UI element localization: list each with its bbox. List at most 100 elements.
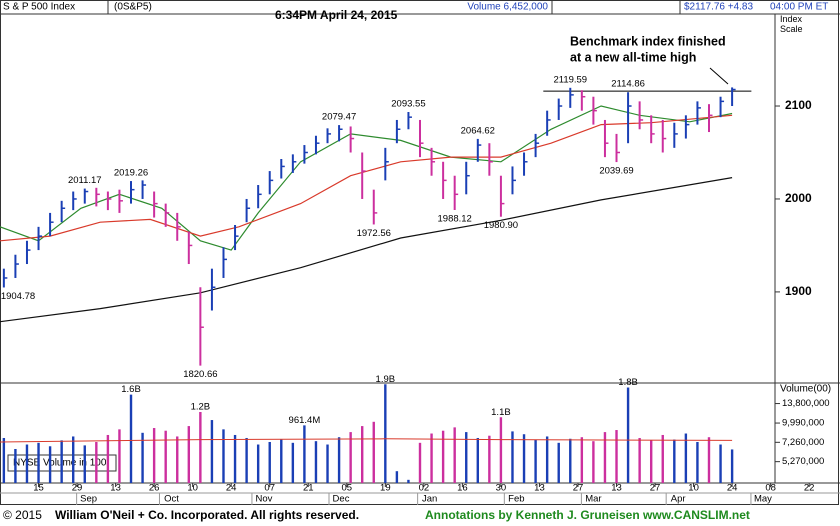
x-tick-label: 13	[110, 483, 121, 494]
volume-tick-label: 9,990,000	[782, 418, 824, 429]
volume-bar	[511, 431, 514, 483]
y-tick-label: 2000	[785, 191, 812, 205]
volume-bar	[37, 442, 40, 483]
x-tick-label: 21	[303, 483, 314, 494]
x-tick-label: 29	[72, 483, 83, 494]
moving-average	[0, 105, 733, 251]
price-header: $2117.76 +4.83	[684, 2, 753, 13]
volume-header: Volume 6,452,000	[467, 2, 548, 13]
volume-bar	[176, 436, 179, 483]
volume-label: 1.9B	[376, 374, 396, 385]
price-label: 2119.59	[553, 74, 587, 85]
price-label: 2039.69	[599, 166, 633, 177]
volume-bar	[152, 428, 156, 483]
volume-bar	[210, 420, 214, 483]
y-tick-label: 2100	[785, 98, 812, 112]
volume-bar	[569, 438, 572, 483]
volume-bar	[649, 440, 653, 483]
symbol: (0S&P5)	[114, 2, 152, 13]
x-tick-label: 27	[573, 483, 584, 494]
volume-bar	[615, 430, 618, 483]
month-label: Oct	[164, 494, 179, 505]
time-header: 04:00 PM ET	[770, 2, 828, 13]
volume-bar	[638, 437, 641, 483]
volume-bar	[499, 417, 503, 483]
volume-average	[0, 438, 733, 443]
x-tick-label: 10	[688, 483, 699, 494]
volume-bar	[661, 434, 664, 483]
company: William O'Neil + Co. Incorporated. All r…	[55, 508, 359, 522]
note-arrow	[709, 67, 729, 85]
volume-bar	[199, 411, 202, 483]
volume-bar	[337, 437, 341, 483]
x-tick-label: 22	[804, 483, 815, 494]
price-label: 1820.66	[183, 369, 217, 380]
moving-average	[0, 177, 733, 323]
volume-box-label: NYSE Volume in 100	[13, 458, 107, 469]
volume-bar	[580, 437, 584, 483]
month-label: Mar	[585, 494, 601, 505]
x-tick-label: 26	[149, 483, 160, 494]
volume-bar	[314, 441, 318, 483]
x-tick-label: 08	[765, 483, 776, 494]
volume-bar	[557, 442, 560, 483]
x-tick-label: 02	[419, 483, 430, 494]
volume-bar	[60, 440, 63, 483]
volume-bar	[2, 437, 6, 483]
price-label: 2019.26	[114, 168, 148, 179]
volume-bar	[418, 442, 422, 483]
month-label: Feb	[508, 494, 524, 505]
month-label: Jan	[422, 494, 437, 505]
price-label: 2011.17	[68, 175, 102, 186]
volume-bar	[187, 426, 191, 483]
x-tick-label: 30	[496, 483, 507, 494]
volume-bar	[592, 441, 595, 483]
month-label: Apr	[671, 494, 686, 505]
volume-bar	[303, 425, 306, 483]
volume-label: 1.8B	[618, 377, 638, 388]
volume-bar	[14, 448, 17, 483]
volume-bar	[25, 444, 29, 483]
x-tick-label: 07	[264, 483, 275, 494]
month-label: Nov	[255, 494, 272, 505]
volume-bar	[684, 433, 688, 483]
x-tick-label: 27	[650, 483, 661, 494]
volume-bar	[280, 439, 283, 483]
x-tick-label: 24	[727, 483, 738, 494]
x-tick-label: 19	[380, 483, 391, 494]
note: Benchmark index finished	[570, 34, 726, 48]
month-label: May	[754, 494, 772, 505]
volume-label: 1.6B	[121, 384, 141, 395]
volume-bar	[83, 445, 86, 483]
volume-bar	[233, 434, 237, 483]
volume-bar	[326, 444, 329, 483]
axis-label: Index Scale	[780, 14, 803, 34]
volume-bar	[268, 441, 271, 483]
volume-bar	[488, 435, 491, 483]
price-label: 2093.55	[391, 99, 425, 110]
volume-tick-label: 13,800,000	[782, 398, 830, 409]
volume-bar	[291, 442, 295, 483]
moving-average	[0, 114, 733, 242]
volume-bar	[48, 446, 52, 483]
volume-bar	[603, 432, 607, 483]
volume-bar	[465, 432, 468, 483]
volume-bar	[361, 426, 364, 483]
volume-bar	[626, 387, 630, 483]
volume-bar	[430, 433, 433, 483]
volume-bar	[407, 479, 410, 483]
price-label: 1988.12	[438, 214, 472, 225]
credit: Annotations by Kenneth J. Gruneisen www.…	[425, 508, 750, 522]
volume-bar	[395, 471, 399, 483]
copyright: © 2015	[3, 508, 42, 522]
volume-bar	[522, 434, 526, 483]
x-tick-label: 24	[226, 483, 237, 494]
volume-bar	[719, 444, 722, 483]
volume-bar	[730, 449, 734, 483]
timestamp: 6:34PM April 24, 2015	[275, 8, 398, 22]
x-tick-label: 13	[611, 483, 622, 494]
volume-bar	[534, 439, 537, 483]
volume-bar	[118, 429, 121, 483]
volume-tick-label: 5,270,000	[782, 456, 824, 467]
